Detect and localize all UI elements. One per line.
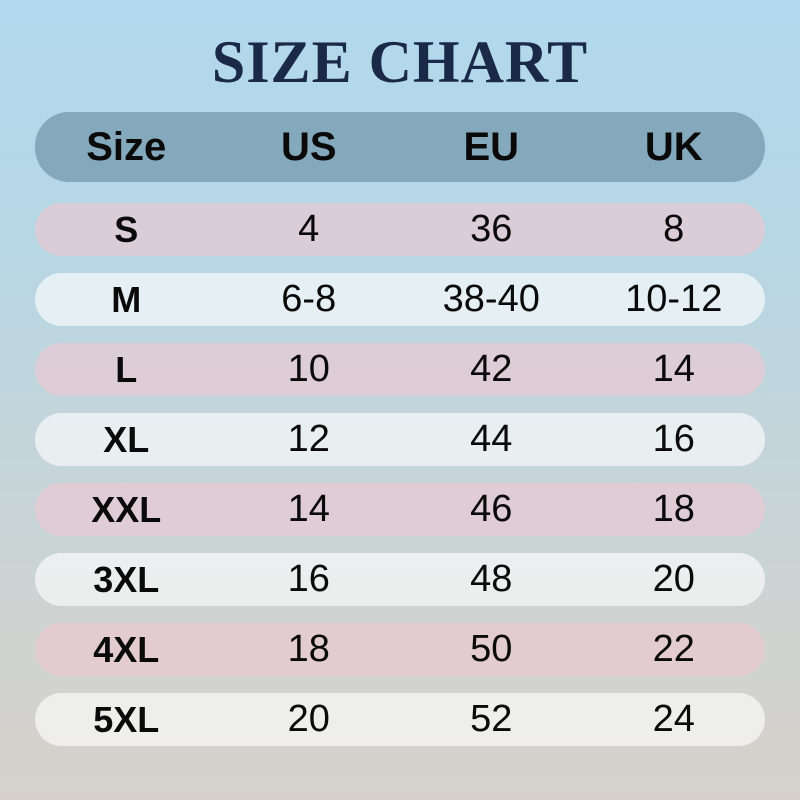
- size-cell: XL: [103, 418, 150, 460]
- header-cell-uk: UK: [644, 124, 703, 169]
- size-cell: XXL: [91, 488, 162, 530]
- us-cell: 14: [287, 488, 330, 530]
- uk-cell: 18: [652, 488, 695, 530]
- uk-cell: 20: [652, 558, 695, 600]
- table-row-l: L 10 42 14: [35, 343, 765, 396]
- eu-cell: 42: [470, 348, 513, 390]
- size-cell: 4XL: [93, 628, 160, 670]
- us-cell: 10: [287, 348, 330, 390]
- uk-cell: 16: [652, 418, 695, 460]
- header-cell-eu: EU: [463, 124, 520, 169]
- us-cell: 18: [287, 628, 330, 670]
- size-cell: S: [114, 208, 139, 250]
- table-row-5xl: 5XL 20 52 24: [35, 693, 765, 746]
- eu-cell: 46: [470, 488, 513, 530]
- header-cell-us: US: [280, 124, 337, 169]
- size-cell: L: [115, 348, 138, 390]
- uk-cell: 24: [652, 698, 695, 740]
- table-row-4xl: 4XL 18 50 22: [35, 623, 765, 676]
- us-cell: 20: [287, 698, 330, 740]
- table-row-s: S 4 36 8: [35, 203, 765, 256]
- us-cell: 16: [287, 558, 330, 600]
- size-cell: 3XL: [93, 558, 160, 600]
- size-chart-table: Size US EU UK S 4 36 8 M 6-8 38-40 10-12…: [35, 112, 765, 763]
- eu-cell: 52: [470, 698, 513, 740]
- eu-cell: 36: [470, 208, 513, 250]
- eu-cell: 50: [470, 628, 513, 670]
- eu-cell: 44: [470, 418, 513, 460]
- table-row-3xl: 3XL 16 48 20: [35, 553, 765, 606]
- size-cell: 5XL: [93, 698, 160, 740]
- uk-cell: 8: [663, 208, 685, 250]
- uk-cell: 22: [652, 628, 695, 670]
- eu-cell: 48: [470, 558, 513, 600]
- size-cell: M: [111, 278, 142, 320]
- eu-cell: 38-40: [442, 278, 540, 320]
- uk-cell: 10-12: [625, 278, 723, 320]
- us-cell: 6-8: [281, 278, 337, 320]
- us-cell: 4: [298, 208, 320, 250]
- table-header-row: Size US EU UK: [35, 112, 765, 182]
- us-cell: 12: [287, 418, 330, 460]
- header-cell-size: Size: [86, 124, 167, 169]
- page-title: SIZE CHART: [211, 29, 589, 95]
- table-row-xxl: XXL 14 46 18: [35, 483, 765, 536]
- table-row-xl: XL 12 44 16: [35, 413, 765, 466]
- table-row-m: M 6-8 38-40 10-12: [35, 273, 765, 326]
- uk-cell: 14: [652, 348, 695, 390]
